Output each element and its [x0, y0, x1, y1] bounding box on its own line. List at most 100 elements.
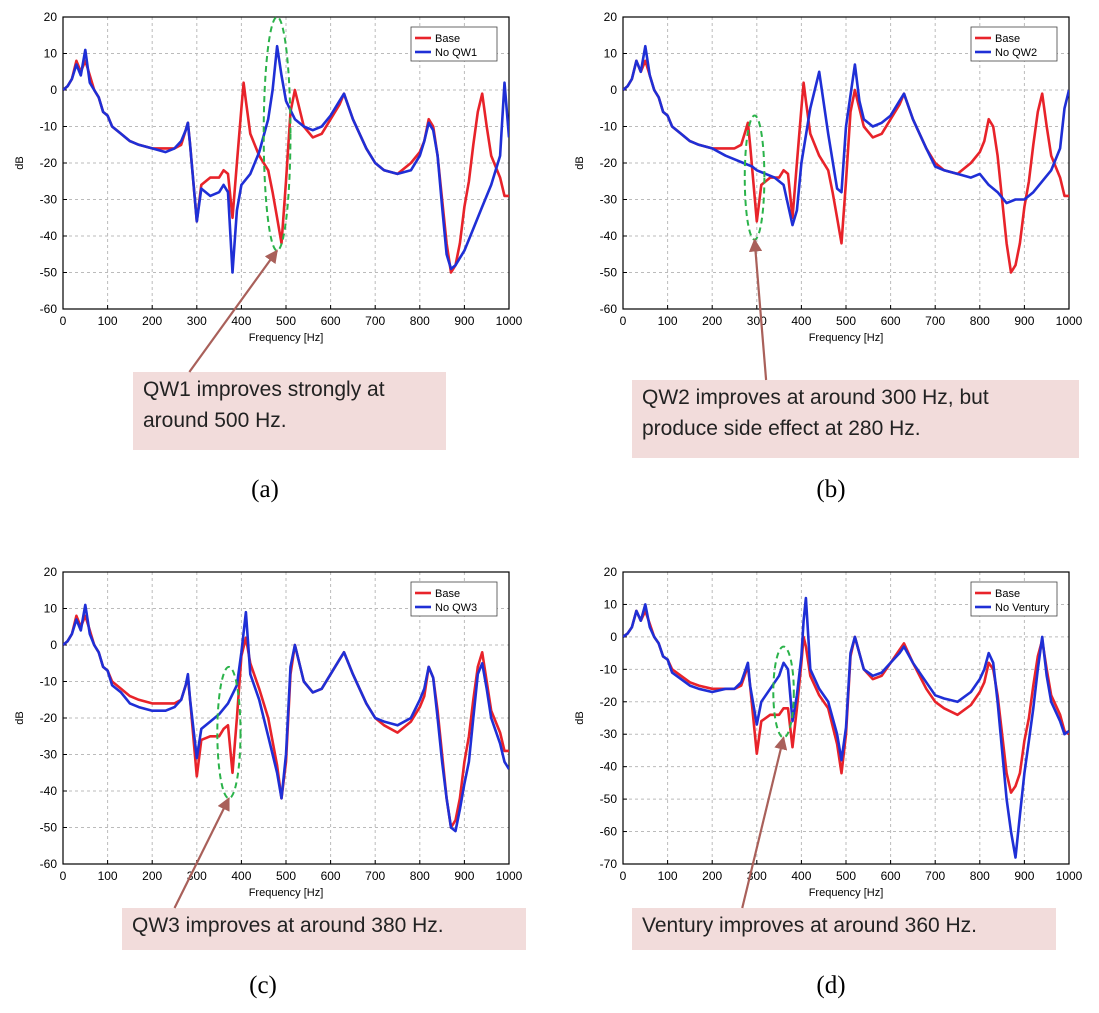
series-line-variant	[623, 44, 1069, 227]
x-tick-label: 600	[321, 869, 341, 883]
y-tick-label: -50	[600, 792, 618, 806]
y-tick-label: -40	[40, 229, 58, 243]
y-tick-label: -40	[40, 784, 58, 798]
x-tick-label: 800	[410, 869, 430, 883]
legend: Base No Ventury	[970, 581, 1058, 617]
y-tick-label: 10	[44, 602, 58, 616]
y-tick-label: -30	[600, 193, 618, 207]
x-tick-label: 200	[142, 314, 162, 328]
chart-panel-b: 0 100 200 300 400 500 600 700 800 900 1000 20 10 0 -10…	[560, 0, 1099, 360]
y-tick-label: -10	[40, 120, 58, 134]
x-tick-label: 400	[231, 869, 251, 883]
x-tick-label: 700	[365, 314, 385, 328]
y-tick-label: 20	[604, 565, 618, 579]
y-tick-label: 20	[604, 10, 618, 24]
legend-label: Base	[995, 588, 1020, 600]
x-tick-label: 800	[410, 314, 430, 328]
x-tick-label: 1000	[496, 314, 523, 328]
chart-panel-a: 0 100 200 300 400 500 600 700 800 900 1000 20 10 0 -10…	[0, 0, 540, 360]
x-tick-label: 700	[925, 869, 945, 883]
x-tick-label: 1000	[1056, 314, 1083, 328]
series-line-variant	[63, 44, 509, 274]
y-tick-label: -50	[40, 266, 58, 280]
x-tick-label: 600	[881, 314, 901, 328]
y-tick-label: -10	[600, 662, 618, 676]
x-tick-label: 400	[231, 314, 251, 328]
x-tick-label: 200	[142, 869, 162, 883]
x-tick-label: 100	[658, 314, 678, 328]
y-axis-label: dB	[14, 156, 26, 169]
legend: Base No QW2	[970, 26, 1058, 62]
y-tick-label: -50	[40, 821, 58, 835]
x-tick-label: 0	[620, 869, 627, 883]
y-tick-label: 0	[50, 83, 57, 97]
x-tick-label: 700	[365, 869, 385, 883]
y-tick-label: -20	[40, 711, 58, 725]
y-tick-label: -40	[600, 229, 618, 243]
callout-a: QW1 improves strongly at around 500 Hz.	[133, 372, 446, 450]
highlight-ellipse	[216, 665, 242, 800]
series-line-base	[623, 609, 1069, 794]
x-tick-label: 0	[60, 314, 67, 328]
x-axis-label: Frequency [Hz]	[249, 887, 324, 899]
x-tick-label: 900	[1014, 314, 1034, 328]
y-tick-label: 20	[44, 10, 58, 24]
legend-box	[970, 581, 1058, 617]
y-axis-label: dB	[14, 711, 26, 724]
y-tick-label: 20	[44, 565, 58, 579]
y-axis-label: dB	[574, 711, 586, 724]
chart-panel-d: 0 100 200 300 400 500 600 700 800 900 1000 20 10 0 -10…	[560, 555, 1099, 915]
legend: Base No QW1	[410, 26, 498, 62]
legend-box	[970, 26, 1058, 62]
y-tick-label: -20	[40, 156, 58, 170]
x-tick-label: 400	[791, 314, 811, 328]
caption-c: (c)	[249, 972, 277, 999]
x-tick-label: 800	[970, 314, 990, 328]
x-tick-label: 1000	[1056, 869, 1083, 883]
highlight-ellipse	[772, 645, 795, 739]
x-tick-label: 700	[925, 314, 945, 328]
line-chart-c: 0 100 200 300 400 500 600 700 800 900 100020100-10…	[14, 565, 523, 899]
y-tick-label: -60	[600, 302, 618, 316]
x-tick-label: 500	[276, 314, 296, 328]
y-tick-label: -10	[40, 675, 58, 689]
caption-b: (b)	[816, 476, 846, 503]
legend-label: Base	[995, 33, 1020, 45]
y-tick-label: -30	[600, 727, 618, 741]
callout-b: QW2 improves at around 300 Hz, but produ…	[632, 380, 1079, 458]
x-tick-label: 100	[658, 869, 678, 883]
series-line-variant	[623, 596, 1069, 859]
x-tick-label: 800	[970, 869, 990, 883]
x-tick-label: 100	[98, 314, 118, 328]
x-tick-label: 300	[747, 314, 767, 328]
line-chart-d: 0 100 200 300 400 500 600 700 800 900 100020100-10…	[574, 565, 1083, 899]
y-tick-label: -30	[40, 193, 58, 207]
caption-d: (d)	[816, 972, 846, 999]
x-tick-label: 900	[454, 869, 474, 883]
legend-label: No QW1	[435, 47, 477, 59]
x-tick-label: 1000	[496, 869, 523, 883]
x-axis-label: Frequency [Hz]	[809, 887, 884, 899]
callout-d: Ventury improves at around 360 Hz.	[632, 908, 1056, 950]
y-tick-label: -60	[40, 302, 58, 316]
legend-label: No QW3	[435, 602, 477, 614]
x-tick-label: 500	[836, 869, 856, 883]
y-tick-label: 0	[50, 638, 57, 652]
y-tick-label: -60	[600, 825, 618, 839]
y-tick-label: -50	[600, 266, 618, 280]
x-tick-label: 900	[454, 314, 474, 328]
legend-label: Base	[435, 588, 460, 600]
legend-label: No Ventury	[995, 602, 1050, 614]
legend-box	[410, 581, 498, 617]
y-tick-label: -60	[40, 857, 58, 871]
legend-box	[410, 26, 498, 62]
y-tick-label: 10	[604, 47, 618, 61]
legend: Base No QW3	[410, 581, 498, 617]
x-tick-label: 400	[791, 869, 811, 883]
x-tick-label: 500	[276, 869, 296, 883]
y-tick-label: -40	[600, 760, 618, 774]
x-tick-label: 300	[187, 869, 207, 883]
x-tick-label: 900	[1014, 869, 1034, 883]
line-chart-b: 0 100 200 300 400 500 600 700 800 900 100020100-10…	[574, 10, 1083, 344]
caption-a: (a)	[251, 476, 279, 503]
